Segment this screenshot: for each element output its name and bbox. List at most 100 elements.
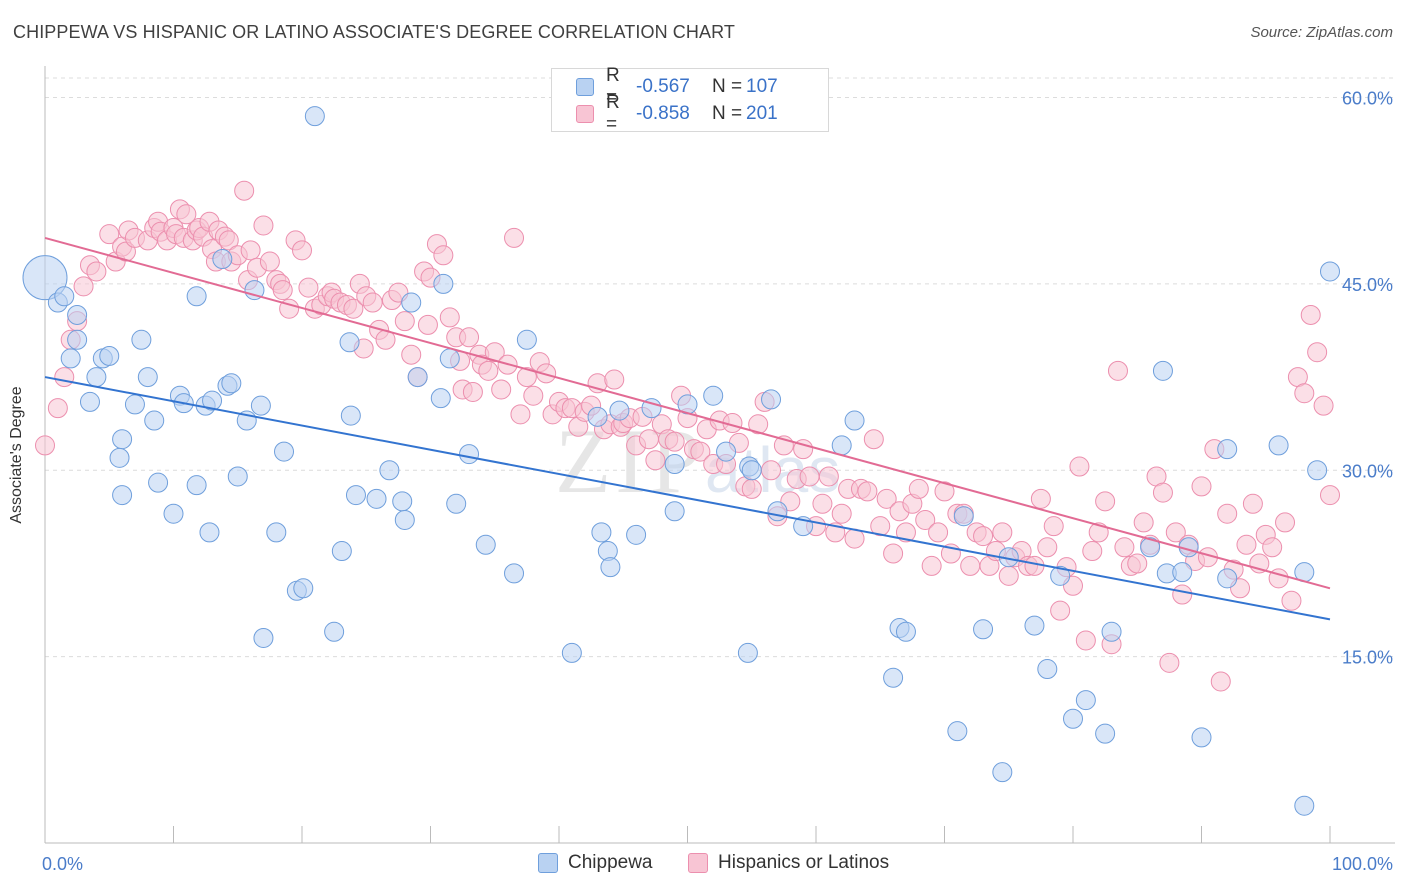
hispanic-point xyxy=(1159,652,1180,673)
chippewa-point xyxy=(379,460,400,481)
chippewa-point xyxy=(459,444,480,465)
chippewa-point xyxy=(1101,621,1122,642)
hispanic-point xyxy=(812,493,833,514)
chippewa-point xyxy=(250,395,271,416)
hispanic-point xyxy=(1172,584,1193,605)
hispanic-point xyxy=(417,314,438,335)
chippewa-point xyxy=(1294,795,1315,816)
chippewa-point xyxy=(1191,727,1212,748)
hispanic-point xyxy=(1210,671,1231,692)
hispanic-trend-line xyxy=(44,236,1331,590)
chippewa-point xyxy=(591,522,612,543)
hispanic-point xyxy=(99,224,120,245)
hispanic-point xyxy=(604,369,625,390)
chippewa-point xyxy=(703,385,724,406)
hispanic-point xyxy=(1095,491,1116,512)
chippewa-point xyxy=(516,329,537,350)
chippewa-point xyxy=(331,541,352,562)
hispanic-point xyxy=(1300,304,1321,325)
hispanic-point xyxy=(690,441,711,462)
chippewa-point xyxy=(124,394,145,415)
hispanic-point xyxy=(1133,512,1154,533)
chippewa-point xyxy=(1075,690,1096,711)
hispanic-point xyxy=(998,565,1019,586)
chippewa-point xyxy=(1172,562,1193,583)
hispanic-point xyxy=(934,481,955,502)
hispanic-point xyxy=(1281,590,1302,611)
chippewa-point xyxy=(947,721,968,742)
hispanic-point xyxy=(292,240,312,261)
chippewa-point xyxy=(831,435,852,456)
chippewa-point xyxy=(345,485,366,506)
hispanic-point xyxy=(908,478,929,499)
hispanic-point xyxy=(928,522,949,543)
hispanic-point xyxy=(1313,395,1334,416)
hispanic-point xyxy=(1107,360,1128,381)
chippewa-point xyxy=(186,286,207,307)
chippewa-point xyxy=(439,348,460,369)
chippewa-point xyxy=(144,410,165,431)
hispanic-point xyxy=(748,414,769,435)
chippewa-point xyxy=(407,367,428,388)
hispanic-point xyxy=(298,277,319,298)
legend-label-hispanic: Hispanics or Latinos xyxy=(718,852,890,873)
legend-item-chippewa[interactable]: Chippewa xyxy=(538,852,653,874)
n-label: N = xyxy=(712,103,743,124)
chippewa-point xyxy=(202,390,223,411)
hispanic-point xyxy=(1082,541,1103,562)
hispanic-point xyxy=(484,342,505,363)
hispanic-point xyxy=(73,276,94,297)
hispanic-point xyxy=(895,522,916,543)
hispanic-point xyxy=(876,488,897,509)
hispanic-point xyxy=(921,555,942,576)
chippewa-point xyxy=(60,348,81,369)
chippewa-point xyxy=(1307,460,1328,481)
hispanic-point xyxy=(1165,522,1186,543)
chippewa-point xyxy=(973,619,994,640)
chippewa-point xyxy=(446,493,467,514)
chart-title: CHIPPEWA VS HISPANIC OR LATINO ASSOCIATE… xyxy=(13,22,735,42)
legend-item-hispanic[interactable]: Hispanics or Latinos xyxy=(688,852,889,874)
chippewa-point xyxy=(430,388,451,409)
hispanic-point xyxy=(863,429,884,450)
chippewa-point xyxy=(664,454,685,475)
hispanic-point xyxy=(218,230,239,251)
hispanic-point xyxy=(857,481,878,502)
chippewa-points xyxy=(22,106,1340,816)
chippewa-point xyxy=(600,557,621,578)
hispanic-point xyxy=(459,327,480,348)
trend-lines xyxy=(44,236,1331,621)
chippewa-point xyxy=(137,367,158,388)
chippewa-point xyxy=(148,472,169,493)
x-tick-label-max: 100.0% xyxy=(1332,854,1393,874)
chippewa-point xyxy=(266,522,287,543)
hispanic-point xyxy=(960,555,981,576)
hispanic-point xyxy=(394,311,415,332)
chippewa-point xyxy=(163,503,184,524)
hispanic-point xyxy=(1075,630,1096,651)
correlation-legend: R = -0.567 N = 107 R = -0.858 N = 201 xyxy=(551,65,829,135)
legend-label-chippewa: Chippewa xyxy=(568,852,653,873)
r-label: R = xyxy=(606,65,620,108)
chippewa-point xyxy=(1050,565,1071,586)
chippewa-point xyxy=(186,475,207,496)
hispanic-point xyxy=(883,543,904,564)
chippewa-point xyxy=(394,509,415,530)
y-tick-label: 60.0% xyxy=(1342,89,1393,109)
chippewa-point xyxy=(253,627,274,648)
hispanic-point xyxy=(1294,383,1315,404)
chippewa-point xyxy=(1037,659,1058,680)
hispanic-point xyxy=(1114,537,1135,558)
hispanic-point xyxy=(870,516,891,537)
chippewa-point xyxy=(86,367,107,388)
chippewa-point xyxy=(112,429,133,450)
chippewa-point xyxy=(1063,708,1083,729)
hispanic-point xyxy=(818,466,839,487)
hispanic-point xyxy=(761,460,782,481)
hispanic-point xyxy=(523,385,544,406)
chippewa-point xyxy=(79,391,100,412)
chippewa-point xyxy=(274,441,295,462)
chippewa-point xyxy=(366,488,387,509)
chippewa-point xyxy=(1217,568,1238,589)
hispanic-point xyxy=(516,367,537,388)
